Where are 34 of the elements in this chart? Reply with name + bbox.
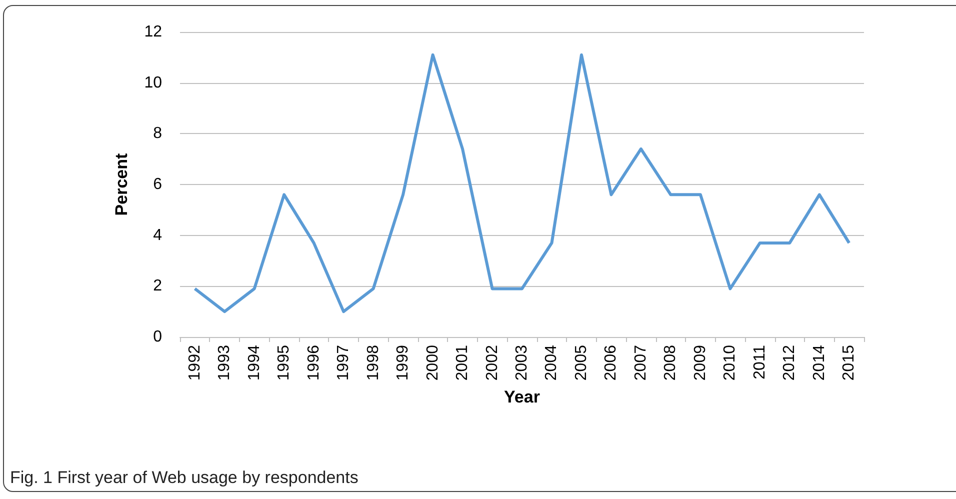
- x-tick-label: 2010: [722, 344, 739, 381]
- x-tick-label: 1999: [394, 344, 412, 381]
- x-tick-label: 2009: [692, 344, 709, 381]
- x-tick-label: 1995: [276, 344, 293, 381]
- x-tick-label: 2011: [751, 344, 768, 380]
- line-series: [193, 53, 851, 314]
- x-tick-label: 2008: [662, 344, 680, 381]
- y-tick-label: 0: [153, 328, 162, 346]
- x-tick-label: 2014: [810, 344, 828, 381]
- x-tick-label: 2007: [632, 344, 650, 381]
- x-tick-label: 2005: [572, 344, 590, 381]
- caption: Fig. 1 First year of Web usage by respondents: [10, 468, 358, 488]
- y-axis-title: Percent: [112, 152, 131, 216]
- y-tick-label: 8: [153, 125, 162, 142]
- x-tick-label: 1997: [335, 344, 352, 381]
- x-tick-label: 2012: [781, 344, 798, 381]
- x-tick-label: 2001: [454, 344, 472, 381]
- y-tick-label: 6: [153, 176, 162, 193]
- x-tick-label: 2006: [602, 344, 620, 381]
- y-tick-label: 2: [153, 278, 162, 295]
- y-tick-label: 4: [153, 226, 162, 244]
- x-tick-label: 2003: [514, 344, 530, 381]
- x-tick-label: 1998: [364, 344, 382, 381]
- x-tick-label: 1993: [216, 344, 234, 381]
- y-tick-label: 12: [144, 24, 162, 40]
- x-axis-title: Year: [504, 387, 540, 406]
- x-tick-label: 1996: [305, 344, 322, 381]
- x-tick-label: 2000: [424, 344, 442, 381]
- x-tick-label: 2002: [484, 344, 501, 381]
- x-tick-label: 2015: [840, 344, 858, 381]
- x-tick-label: 1994: [246, 344, 263, 381]
- y-tick-label: 10: [144, 74, 162, 92]
- x-tick-label: 2004: [543, 344, 560, 381]
- x-tick-label: 1992: [186, 344, 204, 381]
